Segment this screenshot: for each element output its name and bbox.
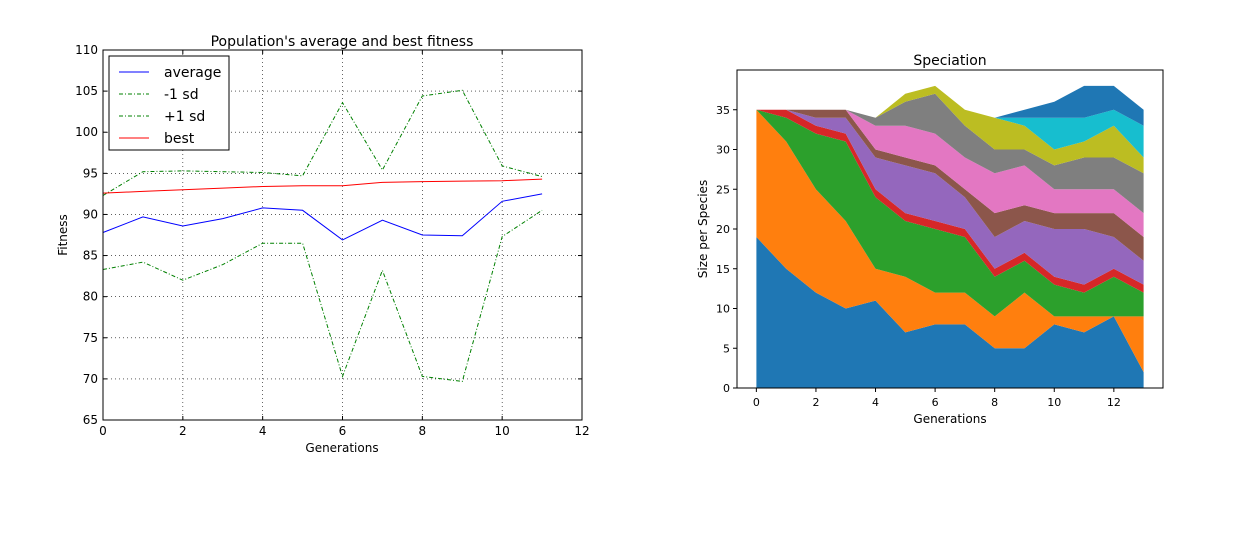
fitness-x-tick-label: 8 <box>419 424 427 438</box>
speciation-y-tick-label: 5 <box>723 342 730 355</box>
speciation-y-tick-label: 15 <box>716 263 730 276</box>
fitness-x-tick-label: 12 <box>574 424 589 438</box>
speciation-area-2 <box>756 109 1144 317</box>
fitness-legend-label: -1 sd <box>164 87 199 103</box>
speciation-area-8 <box>756 85 1144 174</box>
fitness-legend: average -1 sd +1 sd best <box>108 55 230 151</box>
speciation-area-5 <box>756 109 1144 261</box>
speciation-y-tick-label: 10 <box>716 303 730 316</box>
speciation-x-tick-label: 2 <box>812 396 819 409</box>
speciation-y-tick-label: 30 <box>716 144 730 157</box>
fitness-x-tick-label: 6 <box>339 424 347 438</box>
fitness-series-1-sd <box>102 89 543 196</box>
fitness-y-tick-label: 90 <box>83 207 98 221</box>
fitness-x-tick-label: 2 <box>179 424 187 438</box>
speciation-chart: 0 2 4 6 8 10 12 0 5 10 15 20 25 30 35 Speciation Gener… <box>696 53 1164 426</box>
fitness-x-tick-label: 4 <box>259 424 267 438</box>
fitness-lines <box>102 89 543 382</box>
speciation-y-tick-label: 35 <box>716 104 730 117</box>
speciation-area-4 <box>756 109 1144 285</box>
fitness-series-average <box>102 193 543 241</box>
fitness-y-tick-label: 105 <box>75 84 98 98</box>
fitness-x-tick-label: 10 <box>495 424 510 438</box>
speciation-areas <box>756 85 1144 388</box>
fitness-y-tick-label: 85 <box>83 249 98 263</box>
speciation-area-10 <box>756 85 1144 126</box>
fitness-y-tick-label: 80 <box>83 290 98 304</box>
speciation-area-7 <box>756 93 1144 214</box>
fitness-y-tick-label: 110 <box>75 43 98 57</box>
fitness-legend-label: best <box>164 131 195 147</box>
fitness-x-label: Generations <box>305 441 378 455</box>
fitness-series-1-sd <box>102 209 543 382</box>
speciation-area-0 <box>756 237 1144 388</box>
speciation-y-tick-label: 25 <box>716 183 730 196</box>
speciation-x-tick-label: 12 <box>1107 396 1121 409</box>
fitness-series-best <box>102 178 543 194</box>
fitness-y-tick-label: 75 <box>83 331 98 345</box>
speciation-x-tick-label: 6 <box>932 396 939 409</box>
fitness-chart: 0 2 4 6 8 10 12 65 70 75 80 85 90 95 100 105 110 Populat… <box>56 34 590 455</box>
fitness-y-label: Fitness <box>56 214 70 256</box>
speciation-x-tick-label: 4 <box>872 396 879 409</box>
fitness-x-tick-label: 0 <box>99 424 107 438</box>
fitness-legend-label: +1 sd <box>164 109 205 125</box>
speciation-x-tick-label: 0 <box>753 396 760 409</box>
fitness-y-tick-label: 100 <box>75 125 98 139</box>
speciation-y-tick-label: 0 <box>723 382 730 395</box>
fitness-ticks: 0 2 4 6 8 10 12 65 70 75 80 85 90 95 100 105 110 <box>75 43 590 438</box>
fitness-legend-label: average <box>164 65 221 81</box>
speciation-x-tick-label: 8 <box>991 396 998 409</box>
speciation-area-3 <box>756 109 1144 293</box>
speciation-y-label: Size per Species <box>696 180 710 278</box>
speciation-area-6 <box>756 109 1144 237</box>
speciation-y-tick-label: 20 <box>716 223 730 236</box>
speciation-x-tick-label: 10 <box>1047 396 1061 409</box>
speciation-ticks: 0 2 4 6 8 10 12 0 5 10 15 20 25 30 35 <box>716 104 1121 409</box>
fitness-y-tick-label: 95 <box>83 166 98 180</box>
speciation-x-label: Generations <box>913 412 986 426</box>
fitness-y-tick-label: 70 <box>83 372 98 386</box>
fitness-y-tick-label: 65 <box>83 413 98 427</box>
speciation-area-1 <box>756 109 1144 373</box>
speciation-area-9 <box>756 85 1144 158</box>
fitness-chart-title: Population's average and best fitness <box>211 34 474 50</box>
speciation-chart-title: Speciation <box>913 53 986 69</box>
